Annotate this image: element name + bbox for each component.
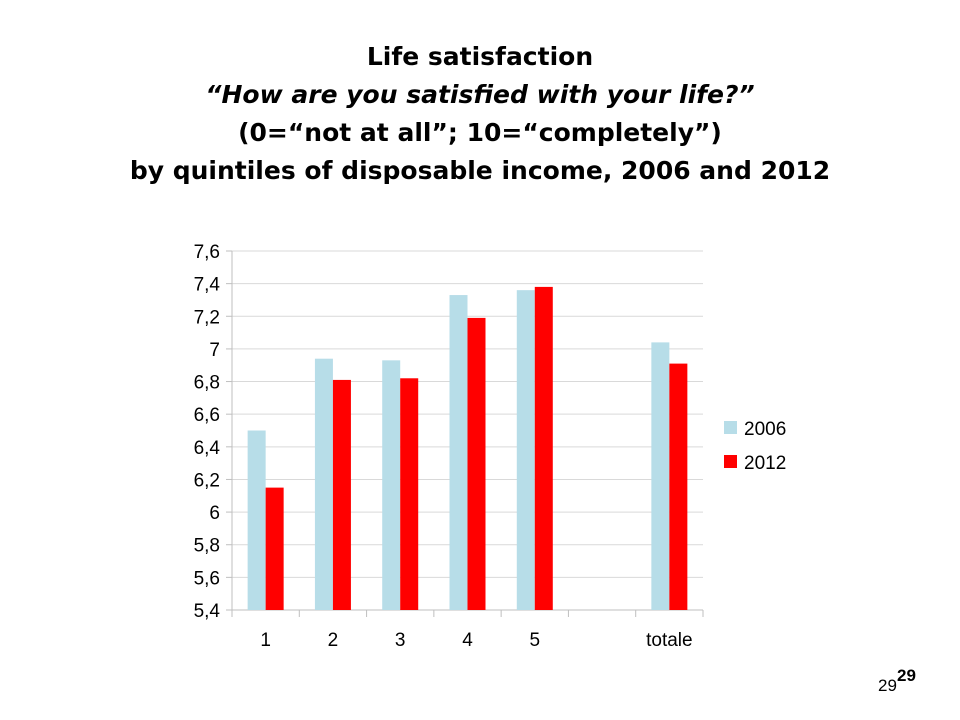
title-line-3: (0=“not at all”; 10=“completely”) — [238, 118, 722, 147]
bar-2006 — [651, 342, 670, 610]
title-line-1: Life satisfaction — [366, 42, 594, 71]
bar-2006 — [314, 358, 333, 610]
legend-label-2012: 2012 — [744, 453, 786, 474]
bar-2012 — [534, 286, 553, 610]
y-tick-label: 6 — [209, 503, 220, 524]
bar-2006 — [516, 290, 535, 610]
y-tick-label: 6,6 — [194, 405, 220, 426]
legend-label-2006: 2006 — [744, 419, 786, 440]
y-tick-label: 5,4 — [194, 601, 221, 622]
bar-2012 — [467, 317, 486, 610]
bar-2012 — [669, 363, 688, 610]
x-tick-label: 2 — [328, 630, 339, 651]
chart-title: Life satisfaction “How are you satisfied… — [0, 38, 960, 190]
legend-swatch-2012 — [724, 455, 737, 468]
legend-swatch-2006 — [724, 421, 737, 434]
page-number-bold: 29 — [897, 666, 916, 685]
y-tick-label: 7,2 — [194, 307, 220, 328]
bar-2012 — [332, 379, 351, 610]
y-tick-label: 7 — [209, 340, 220, 361]
page-number: 29 — [878, 676, 897, 695]
y-tick-label: 6,4 — [194, 438, 221, 459]
y-tick-label: 6,8 — [194, 373, 220, 394]
x-tick-label: 5 — [529, 630, 540, 651]
y-tick-label: 6,2 — [194, 470, 220, 491]
y-tick-label: 7,4 — [194, 275, 221, 296]
bar-2012 — [265, 487, 284, 610]
x-tick-label: 1 — [260, 630, 271, 651]
bar-2006 — [382, 360, 401, 610]
x-tick-label: 3 — [395, 630, 406, 651]
bar-2006 — [449, 295, 468, 610]
title-line-4: by quintiles of disposable income, 2006 … — [129, 156, 831, 185]
x-tick-label: totale — [646, 630, 692, 651]
y-tick-label: 7,6 — [194, 242, 220, 263]
bar-2006 — [247, 430, 266, 610]
y-tick-label: 5,8 — [194, 536, 220, 557]
y-tick-label: 5,6 — [194, 568, 220, 589]
x-tick-label: 4 — [462, 630, 473, 651]
bar-2012 — [400, 378, 419, 610]
title-line-2: “How are you satisfied with your life?” — [205, 80, 755, 109]
